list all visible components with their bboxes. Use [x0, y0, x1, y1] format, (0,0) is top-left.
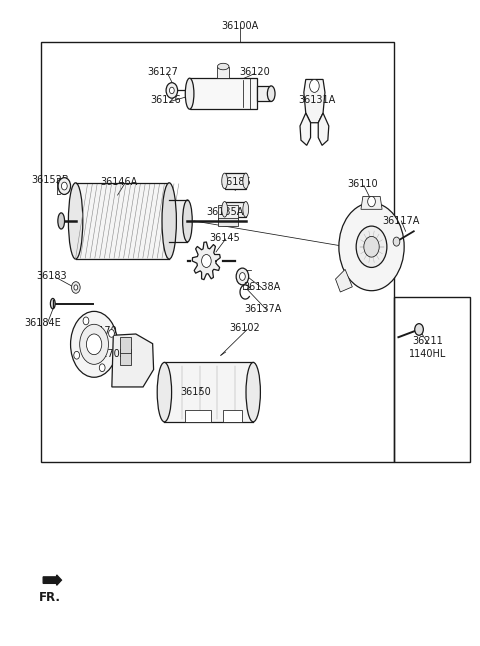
- Text: 36152B: 36152B: [32, 174, 69, 185]
- Ellipse shape: [182, 200, 192, 242]
- Bar: [225, 202, 246, 217]
- Text: 36145: 36145: [209, 233, 240, 243]
- Circle shape: [339, 203, 404, 291]
- Ellipse shape: [80, 324, 108, 364]
- Ellipse shape: [222, 173, 228, 189]
- Text: 36102: 36102: [229, 323, 260, 333]
- Circle shape: [58, 178, 71, 194]
- Circle shape: [240, 273, 245, 280]
- Circle shape: [393, 237, 400, 246]
- Polygon shape: [304, 79, 325, 123]
- Circle shape: [356, 226, 387, 267]
- Polygon shape: [336, 269, 352, 292]
- Text: 36110: 36110: [347, 179, 378, 189]
- Ellipse shape: [246, 362, 260, 422]
- Circle shape: [86, 334, 102, 355]
- Circle shape: [166, 83, 178, 98]
- Circle shape: [202, 255, 211, 267]
- Text: 36117A: 36117A: [382, 216, 420, 226]
- Circle shape: [368, 196, 375, 207]
- Ellipse shape: [157, 362, 172, 422]
- Bar: [217, 67, 229, 78]
- Circle shape: [99, 364, 105, 371]
- Ellipse shape: [222, 202, 228, 217]
- Ellipse shape: [68, 183, 83, 259]
- Text: 1140HL: 1140HL: [408, 349, 446, 359]
- Text: 36184E: 36184E: [24, 318, 60, 328]
- Circle shape: [74, 351, 80, 359]
- Circle shape: [310, 79, 319, 92]
- Ellipse shape: [185, 78, 194, 109]
- Text: 36211: 36211: [412, 336, 443, 346]
- Ellipse shape: [267, 86, 275, 101]
- Text: 36138A: 36138A: [243, 282, 280, 293]
- Circle shape: [61, 182, 67, 190]
- Bar: [225, 173, 246, 189]
- Circle shape: [83, 317, 89, 325]
- Text: 36131A: 36131A: [298, 95, 336, 105]
- Text: 36120: 36120: [239, 67, 270, 78]
- Text: 36170A: 36170A: [89, 349, 126, 359]
- Polygon shape: [361, 196, 382, 209]
- Bar: [41, 42, 394, 462]
- Circle shape: [415, 324, 423, 335]
- Text: 36185: 36185: [220, 177, 251, 187]
- Circle shape: [72, 282, 80, 293]
- Polygon shape: [300, 113, 311, 145]
- Bar: [190, 78, 257, 109]
- Text: 36150: 36150: [180, 387, 211, 397]
- Bar: [394, 297, 470, 462]
- Bar: [257, 86, 271, 101]
- Bar: [169, 200, 187, 242]
- FancyArrow shape: [43, 575, 61, 585]
- Circle shape: [364, 236, 379, 257]
- Text: 36183: 36183: [36, 271, 67, 282]
- Text: 36135A: 36135A: [206, 207, 243, 217]
- Ellipse shape: [50, 298, 55, 309]
- Bar: [120, 337, 131, 353]
- Bar: [120, 349, 131, 365]
- Text: 36170: 36170: [86, 326, 117, 336]
- Bar: [75, 183, 169, 259]
- Bar: [218, 218, 238, 226]
- Bar: [185, 410, 211, 422]
- Bar: [223, 410, 242, 422]
- Text: FR.: FR.: [39, 591, 61, 604]
- Circle shape: [236, 268, 249, 285]
- Ellipse shape: [58, 213, 64, 229]
- Circle shape: [74, 285, 78, 290]
- Bar: [164, 362, 253, 422]
- Circle shape: [108, 329, 114, 337]
- Ellipse shape: [71, 311, 118, 377]
- Text: 36100A: 36100A: [221, 21, 259, 31]
- Ellipse shape: [243, 202, 249, 217]
- Ellipse shape: [243, 173, 249, 189]
- Text: 36126: 36126: [150, 95, 181, 105]
- Text: 36137A: 36137A: [244, 304, 282, 314]
- Text: 36146A: 36146A: [100, 177, 138, 187]
- Polygon shape: [112, 334, 154, 387]
- Bar: [218, 205, 238, 220]
- Polygon shape: [192, 242, 220, 280]
- Polygon shape: [318, 113, 329, 145]
- Text: 36127: 36127: [148, 67, 179, 78]
- Circle shape: [169, 87, 174, 94]
- Ellipse shape: [162, 183, 177, 259]
- Ellipse shape: [217, 63, 229, 70]
